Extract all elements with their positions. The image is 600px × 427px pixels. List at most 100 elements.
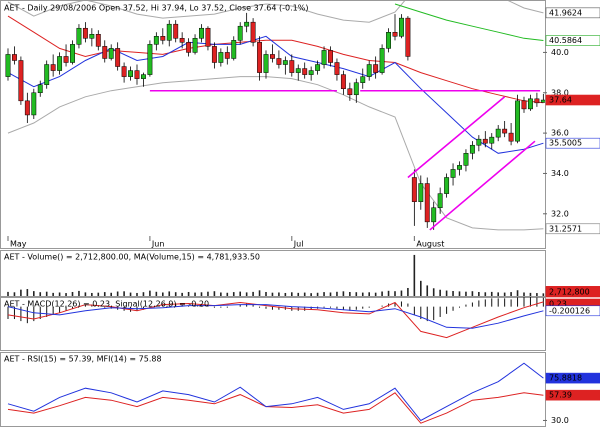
candle-body (469, 144, 475, 154)
series-line (7, 362, 544, 422)
candle-body (199, 27, 204, 39)
y-tick-label: 36.0 (551, 129, 569, 138)
candle-body (244, 21, 250, 27)
volume-bar (355, 292, 358, 296)
candle-body (186, 42, 192, 53)
side-label: -0.200126 (549, 306, 590, 315)
volume-bar (497, 292, 499, 296)
series-line (7, 15, 544, 104)
volume-bar (490, 291, 493, 296)
candle-body (302, 68, 308, 75)
candle-body (153, 36, 159, 45)
volume-bar (110, 292, 112, 296)
candle-body (5, 54, 11, 77)
volume-bar (361, 292, 364, 296)
volume-bar (136, 292, 138, 296)
y-tick-label: 38.0 (551, 88, 569, 97)
volume-bar (329, 292, 332, 296)
candle-body (63, 56, 69, 63)
series-line (7, 304, 544, 329)
volume-bar (445, 290, 448, 296)
volume-bar (78, 290, 80, 296)
candle-body (457, 165, 462, 170)
side-label-box (545, 286, 600, 298)
candle-body (263, 54, 269, 73)
candle-body (37, 84, 43, 94)
side-label-box (545, 35, 600, 46)
volume-bar (162, 292, 164, 296)
volume-bar (523, 292, 525, 296)
candle-body (405, 17, 411, 57)
volume-bar (103, 292, 106, 296)
panel-title: AET - Daily 29/08/2006 Open 37.52, Hi 37… (4, 4, 308, 13)
volume-bar (194, 292, 196, 296)
volume-bar (181, 292, 183, 296)
side-label: 2,712,800 (549, 288, 590, 297)
candle-body (231, 40, 237, 59)
side-label-box (545, 305, 600, 317)
volume-bar (471, 291, 474, 296)
candle-body (347, 88, 353, 96)
candle-body (328, 50, 333, 63)
candle-body (528, 98, 533, 110)
side-label: 31.2571 (549, 224, 582, 233)
candle-body (308, 70, 314, 75)
candle-body (353, 82, 359, 96)
panel-title: AET - RSI(15) = 57.39, MFI(14) = 75.88 (4, 355, 162, 364)
volume-bar (465, 291, 467, 296)
volume-bar (484, 292, 487, 296)
volume-bar (407, 287, 409, 296)
volume-bar (342, 291, 345, 296)
volume-bar (220, 292, 222, 296)
candle-body (70, 44, 75, 63)
candle-body (257, 42, 263, 73)
volume-bar (129, 292, 132, 296)
candle-body (508, 132, 514, 142)
volume-bar (452, 291, 454, 296)
volume-bar (420, 280, 422, 296)
candle-body (540, 99, 545, 103)
side-label-box (545, 94, 600, 106)
volume-bar (13, 292, 16, 296)
volume-bar (155, 291, 158, 296)
x-tick-label: August (416, 240, 444, 249)
volume-bar (213, 291, 216, 296)
volume-bar (284, 292, 287, 296)
candle-body (373, 64, 379, 73)
candle-body (141, 74, 146, 79)
candle-body (147, 44, 153, 75)
candle-body (521, 100, 527, 110)
candle-body (340, 74, 346, 89)
candle-body (12, 54, 17, 61)
volume-bar (516, 290, 519, 296)
candle-body (192, 38, 198, 53)
side-label-box (545, 7, 600, 19)
candle-body (270, 54, 275, 59)
volume-bar (39, 292, 42, 296)
candle-body (57, 56, 63, 71)
candle-body (18, 60, 24, 102)
series-line (394, 3, 544, 41)
series-line (7, 1, 544, 23)
volume-bar (71, 291, 74, 296)
plot (7, 362, 544, 424)
candle-body (392, 31, 398, 37)
volume-bar (374, 292, 377, 296)
candle-body (334, 62, 340, 75)
volume-bar (349, 291, 351, 296)
series-line (7, 392, 544, 424)
candle-body (476, 138, 482, 146)
volume-bar (478, 291, 480, 296)
candle-body (179, 38, 185, 43)
candle-body (366, 64, 372, 77)
side-label-box (545, 372, 600, 384)
volume-bar (52, 292, 54, 296)
candle-body (289, 60, 295, 73)
volume-bar (542, 293, 545, 296)
volume-bar (458, 291, 461, 296)
candle-body (379, 48, 385, 73)
volume-bar (387, 290, 390, 296)
